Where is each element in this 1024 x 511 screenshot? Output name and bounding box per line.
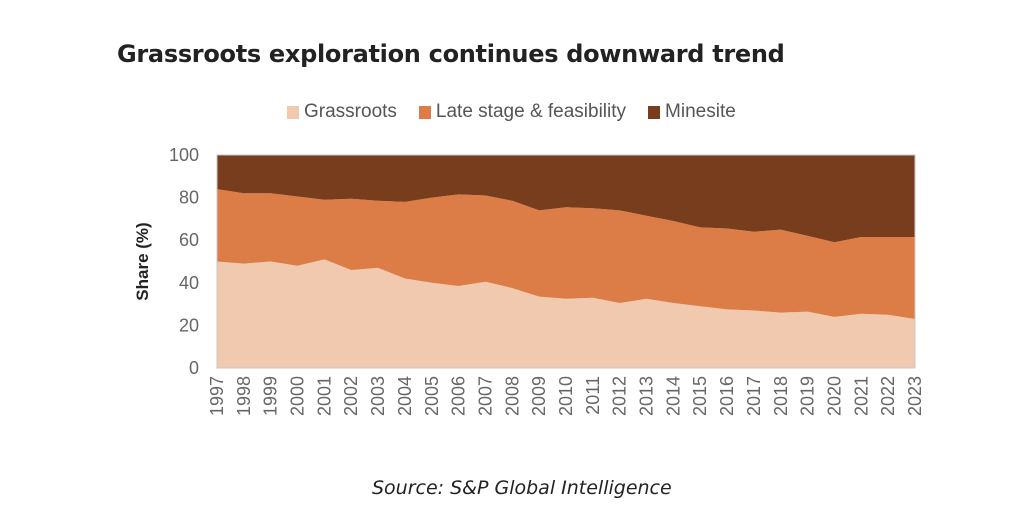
legend-swatch-late-stage [418, 105, 431, 119]
x-tick-label: 1998 [234, 376, 254, 416]
x-tick-label: 2013 [637, 376, 657, 416]
plot-frame [216, 154, 916, 369]
y-tick-label: 0 [189, 358, 199, 378]
x-tick-label: 2003 [368, 376, 388, 416]
x-tick-label: 2005 [422, 376, 442, 416]
y-tick-label: 20 [179, 315, 199, 335]
x-tick-label: 2017 [744, 376, 764, 416]
legend-label-grassroots: Grassroots [304, 101, 397, 122]
area-layers [217, 155, 915, 368]
y-axis-title: Share (%) [133, 222, 152, 300]
x-tick-label: 2000 [288, 376, 308, 416]
x-tick-label: 2007 [475, 376, 495, 416]
y-tick-label: 60 [179, 230, 199, 250]
legend-item-late-stage: Late stage & feasibility [418, 101, 627, 123]
x-tick-label: 2014 [663, 376, 683, 416]
y-tick-label: 100 [169, 145, 199, 165]
x-tick-label: 2012 [610, 376, 630, 416]
x-tick-label: 2015 [690, 376, 710, 416]
x-tick-label: 2018 [771, 376, 791, 416]
x-tick-label: 2019 [798, 376, 818, 416]
area-grassroots [217, 259, 915, 368]
legend-item-grassroots: Grassroots [287, 101, 397, 123]
x-tick-label: 2002 [341, 376, 361, 416]
x-tick-label: 2021 [851, 376, 871, 416]
x-tick-label: 2009 [529, 376, 549, 416]
x-tick-label: 2016 [717, 376, 737, 416]
x-tick-label: 2011 [583, 376, 603, 415]
x-tick-label: 2004 [395, 376, 415, 416]
x-tick-label: 2006 [449, 376, 469, 416]
legend-label-minesite: Minesite [665, 101, 736, 122]
legend-item-minesite: Minesite [648, 101, 736, 123]
y-axis-ticks: 0 20 40 60 80 100 [169, 145, 199, 378]
legend-label-late-stage: Late stage & feasibility [435, 101, 627, 122]
x-tick-label: 1999 [261, 376, 281, 416]
x-axis-ticks: 1997 1998 1999 2000 2001 2002 2003 2004 2005 2006… [207, 376, 925, 416]
x-tick-label: 2023 [905, 376, 925, 416]
x-tick-label: 2001 [314, 376, 334, 416]
source-note: Source: S&P Global Intelligence [372, 477, 672, 499]
x-tick-label: 2008 [502, 376, 522, 416]
chart-legend: Grassroots Late stage & feasibility Mine… [287, 101, 758, 123]
legend-swatch-grassroots [287, 105, 299, 119]
x-tick-label: 1997 [207, 376, 227, 416]
y-tick-label: 80 [179, 188, 199, 208]
y-tick-label: 40 [179, 273, 199, 293]
x-tick-label: 2010 [556, 376, 576, 416]
legend-swatch-minesite [648, 105, 661, 119]
x-tick-label: 2020 [824, 376, 844, 416]
chart-title: Grassroots exploration continues downwar… [117, 40, 785, 68]
x-tick-label: 2022 [878, 376, 898, 416]
area-minesite [217, 155, 915, 243]
area-late-stage-feasibility [217, 189, 915, 319]
